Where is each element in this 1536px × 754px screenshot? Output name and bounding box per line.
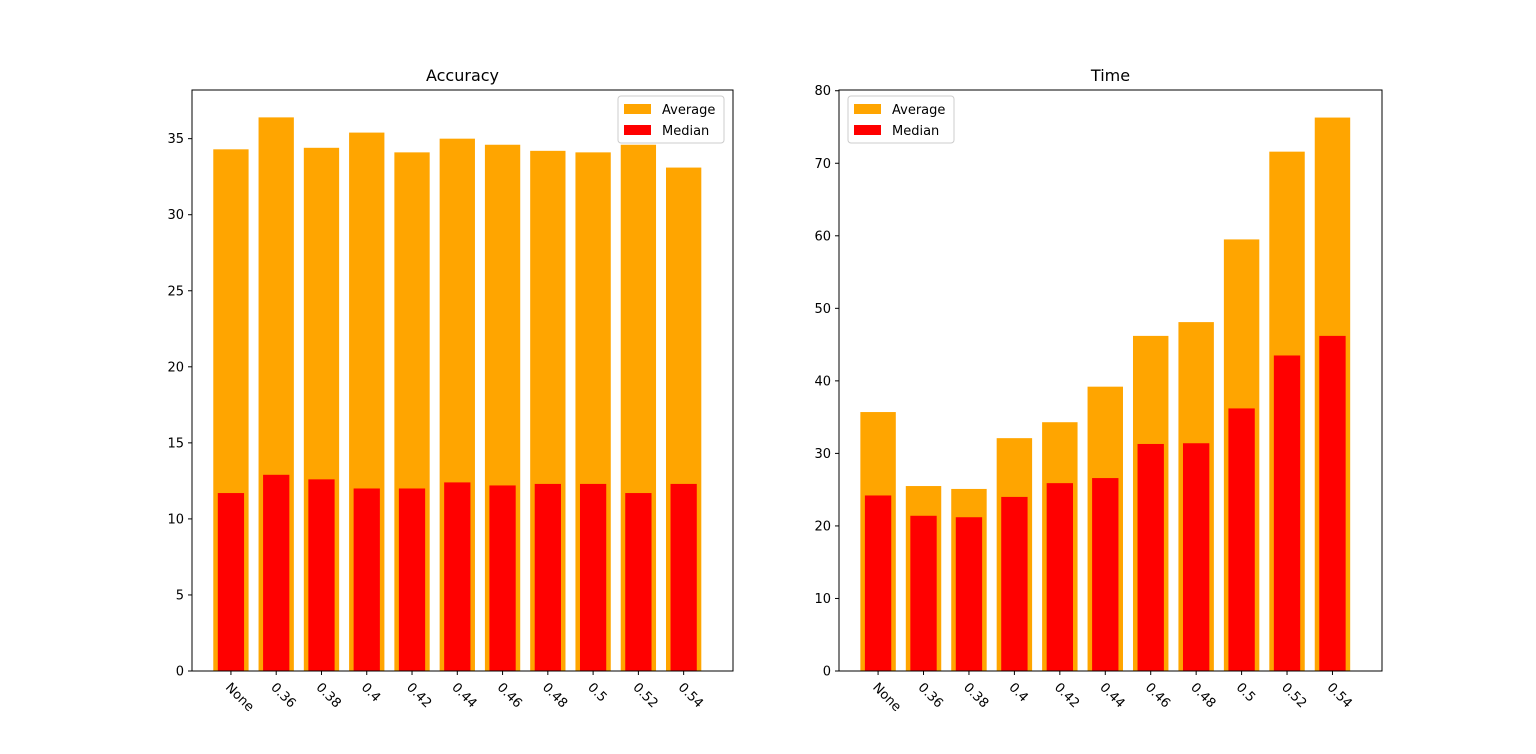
bar-median-0-38 — [308, 479, 335, 671]
legend: Average Median — [617, 95, 725, 144]
bar-median-0-48 — [534, 483, 561, 671]
bar-median-0-48 — [1182, 443, 1210, 671]
legend-swatch-average — [854, 104, 881, 114]
bar-median-0-42 — [398, 488, 426, 671]
plot-frame — [191, 89, 734, 672]
y-tick-label: 25 — [167, 284, 184, 299]
legend-swatch-median — [624, 125, 651, 135]
y-tick-label: 70 — [814, 157, 831, 172]
bar-median-0-5 — [579, 483, 607, 671]
bar-median-0-46 — [1137, 443, 1164, 671]
legend-swatch-average — [624, 104, 651, 114]
y-tick-label: 35 — [167, 132, 184, 147]
bar-median-0-44 — [444, 482, 471, 671]
legend-label-median: Median — [662, 124, 709, 139]
y-tick-label: 10 — [167, 512, 184, 527]
bar-median-0-42 — [1046, 483, 1074, 671]
y-tick-label: 60 — [814, 229, 831, 244]
chart-title: Accuracy — [426, 66, 499, 85]
legend: Average Median — [847, 95, 955, 144]
y-tick-label: 30 — [814, 447, 831, 462]
y-tick-label: 80 — [814, 84, 831, 99]
y-tick-label: 30 — [167, 208, 184, 223]
y-tick-label: 40 — [814, 374, 831, 389]
bar-median-0-46 — [489, 485, 516, 671]
y-tick-label: 10 — [814, 592, 831, 607]
bar-median-0-54 — [670, 483, 697, 671]
legend-label-median: Median — [892, 124, 939, 139]
legend-label-average: Average — [662, 103, 715, 118]
bar-median-0-38 — [955, 517, 983, 671]
bar-median-0-36 — [910, 515, 937, 671]
y-tick-label: 0 — [823, 665, 831, 680]
bar-median-0-36 — [263, 474, 290, 671]
bar-median-0-44 — [1092, 478, 1119, 671]
bar-median-0-4 — [1001, 496, 1028, 671]
bar-median-none — [864, 495, 892, 671]
y-tick-label: 5 — [176, 588, 184, 603]
bar-median-0-4 — [353, 488, 380, 671]
legend-swatch-median — [854, 125, 881, 135]
y-tick-label: 15 — [167, 436, 184, 451]
chart-title: Time — [1090, 66, 1130, 85]
bar-median-0-54 — [1319, 335, 1346, 671]
bar-median-none — [217, 493, 245, 671]
bar-median-0-52 — [1273, 355, 1301, 671]
y-tick-label: 20 — [167, 360, 184, 375]
bar-median-0-5 — [1228, 408, 1255, 671]
y-tick-label: 50 — [814, 302, 831, 317]
bar-median-0-52 — [625, 493, 652, 671]
legend-label-average: Average — [892, 103, 945, 118]
y-tick-label: 20 — [814, 519, 831, 534]
y-tick-label: 0 — [176, 665, 184, 680]
